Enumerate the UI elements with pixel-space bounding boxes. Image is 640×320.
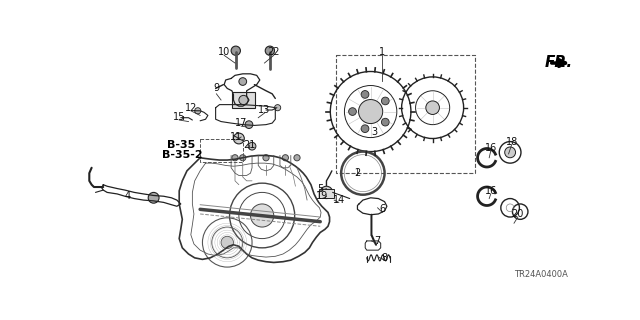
Circle shape (231, 46, 241, 55)
Circle shape (234, 133, 244, 144)
Text: 11: 11 (230, 132, 242, 142)
Circle shape (381, 118, 389, 126)
Text: 6: 6 (379, 204, 385, 214)
Text: 19: 19 (316, 191, 329, 201)
Text: 12: 12 (184, 103, 197, 113)
Circle shape (358, 100, 383, 124)
Bar (336, 55, 476, 173)
Text: 15: 15 (173, 112, 186, 122)
Text: 20: 20 (512, 209, 524, 219)
Text: 3: 3 (371, 127, 378, 137)
Text: 8: 8 (381, 253, 388, 263)
Circle shape (239, 95, 248, 105)
Circle shape (361, 125, 369, 132)
Bar (232, 92, 255, 108)
Circle shape (232, 155, 238, 161)
Circle shape (263, 155, 269, 161)
Text: 18: 18 (506, 137, 518, 147)
Text: 16: 16 (484, 143, 497, 153)
Circle shape (148, 192, 159, 203)
Text: 9: 9 (213, 84, 220, 93)
Circle shape (349, 108, 356, 116)
Circle shape (294, 155, 300, 161)
Circle shape (221, 236, 234, 249)
Circle shape (505, 147, 516, 158)
Text: 2: 2 (355, 168, 360, 178)
Circle shape (282, 155, 289, 161)
Circle shape (195, 108, 201, 114)
Text: FR.: FR. (545, 55, 573, 70)
Text: 13: 13 (259, 105, 271, 115)
Circle shape (239, 155, 246, 161)
Text: 4: 4 (125, 191, 131, 201)
Text: 22: 22 (268, 47, 280, 57)
Text: 14: 14 (333, 195, 345, 205)
Circle shape (239, 78, 246, 85)
Text: 16: 16 (484, 186, 497, 196)
Bar (200, 139, 243, 162)
Circle shape (250, 204, 274, 227)
Circle shape (265, 46, 275, 55)
Circle shape (426, 101, 440, 115)
Circle shape (275, 105, 281, 111)
Circle shape (381, 97, 389, 105)
Text: TR24A0400A: TR24A0400A (515, 270, 568, 279)
Text: 21: 21 (243, 140, 255, 150)
Circle shape (320, 186, 333, 198)
Text: 10: 10 (218, 47, 230, 57)
Text: 1: 1 (379, 47, 385, 57)
Bar (319, 188, 334, 198)
Circle shape (361, 91, 369, 98)
Circle shape (245, 121, 253, 129)
Text: 17: 17 (235, 118, 248, 128)
Circle shape (248, 142, 256, 150)
Text: B-35-2: B-35-2 (162, 150, 203, 160)
Text: 5: 5 (317, 184, 323, 194)
Text: B-35: B-35 (167, 140, 195, 150)
Text: 7: 7 (374, 236, 380, 246)
